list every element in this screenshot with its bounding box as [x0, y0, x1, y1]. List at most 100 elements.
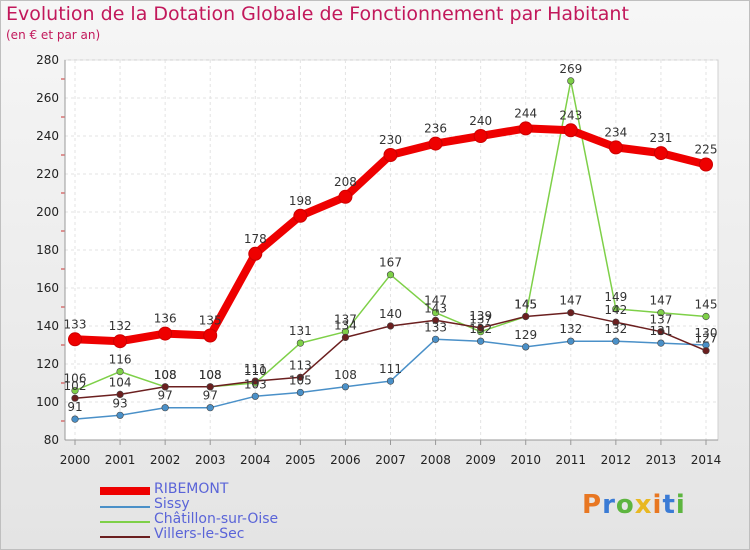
legend-swatch-villers: [100, 536, 150, 538]
data-label-0: 230: [379, 133, 402, 147]
data-label-2: 167: [379, 256, 402, 270]
data-point-2: [702, 312, 710, 321]
x-tick-label: 2000: [60, 453, 91, 467]
y-tick-label: 240: [36, 129, 59, 143]
x-tick-label: 2001: [105, 453, 136, 467]
proxiti-logo: Proxiti: [582, 490, 686, 520]
data-label-0: 231: [649, 131, 672, 145]
data-point-0: [68, 332, 82, 347]
data-label-3: 145: [514, 298, 537, 312]
data-point-2: [386, 271, 395, 279]
data-point-1: [161, 404, 169, 412]
legend-swatch-ribemont: [100, 487, 150, 495]
x-tick-label: 2003: [195, 453, 226, 467]
data-point-3: [612, 318, 620, 326]
y-tick-label: 200: [36, 205, 59, 219]
data-label-0: 243: [559, 108, 582, 122]
data-point-1: [116, 411, 124, 419]
data-point-3: [251, 377, 259, 385]
data-point-0: [653, 146, 668, 161]
x-tick-label: 2012: [601, 453, 632, 467]
x-tick-label: 2010: [510, 453, 541, 467]
data-label-1: 133: [424, 320, 447, 334]
data-point-0: [383, 148, 398, 162]
data-point-3: [657, 328, 665, 336]
data-label-3: 108: [154, 368, 177, 382]
data-label-3: 147: [559, 294, 582, 308]
data-label-3: 108: [199, 368, 222, 382]
data-label-3: 142: [604, 303, 627, 317]
data-point-0: [248, 246, 263, 261]
data-label-1: 132: [604, 322, 627, 336]
data-label-1: 132: [559, 322, 582, 336]
data-point-1: [251, 392, 259, 400]
data-point-1: [522, 343, 530, 351]
y-tick-label: 140: [36, 319, 59, 333]
data-point-1: [206, 404, 214, 412]
data-label-0: 244: [514, 106, 537, 120]
x-tick-label: 2011: [556, 453, 587, 467]
data-point-3: [567, 309, 575, 317]
y-tick-label: 100: [36, 395, 59, 409]
legend-label-villers: Villers-le-Sec: [154, 526, 245, 542]
y-tick-label: 160: [36, 281, 59, 295]
x-tick-label: 2013: [646, 453, 677, 467]
data-label-1: 93: [112, 396, 127, 410]
data-label-3: 127: [695, 332, 718, 346]
data-point-3: [431, 316, 440, 324]
data-label-2: 116: [109, 353, 132, 367]
y-tick-label: 80: [44, 433, 59, 447]
data-point-2: [431, 309, 440, 317]
legend-label-ribemont: RIBEMONT: [154, 481, 229, 497]
x-tick-label: 2006: [330, 453, 361, 467]
data-point-3: [341, 333, 350, 342]
legend-swatch-chatillon: [100, 521, 150, 523]
data-label-1: 130: [695, 326, 718, 340]
data-point-3: [477, 324, 485, 332]
data-point-2: [657, 309, 665, 317]
data-label-1: 108: [334, 368, 357, 382]
data-label-1: 97: [158, 389, 173, 403]
x-tick-label: 2007: [375, 453, 406, 467]
data-point-1: [296, 388, 304, 397]
data-label-2: 147: [424, 294, 447, 308]
data-label-2: 137: [469, 313, 492, 327]
data-label-3: 134: [334, 318, 357, 332]
data-label-2: 110: [244, 364, 267, 378]
data-label-2: 147: [649, 294, 672, 308]
data-label-2: 145: [695, 298, 718, 312]
data-point-3: [161, 383, 169, 391]
y-tick-label: 180: [36, 243, 59, 257]
y-tick-label: 220: [36, 167, 59, 181]
data-label-2: 108: [199, 368, 222, 382]
data-label-1: 132: [469, 322, 492, 336]
y-tick-label: 120: [36, 357, 59, 371]
data-point-0: [113, 334, 128, 349]
data-point-3: [116, 390, 124, 399]
data-label-1: 91: [67, 400, 82, 414]
data-point-2: [296, 339, 304, 347]
data-label-0: 136: [154, 312, 177, 326]
data-label-2: 106: [64, 372, 87, 386]
data-point-0: [563, 123, 578, 138]
data-point-1: [567, 337, 575, 345]
data-point-0: [699, 157, 713, 172]
data-point-0: [473, 129, 488, 143]
data-point-1: [477, 337, 485, 345]
data-label-1: 97: [203, 389, 218, 403]
data-point-2: [116, 368, 124, 376]
data-point-0: [203, 328, 218, 343]
data-point-1: [612, 337, 620, 345]
data-label-0: 225: [695, 143, 718, 157]
data-label-0: 198: [289, 194, 312, 208]
data-label-3: 137: [649, 313, 672, 327]
x-tick-label: 2008: [420, 453, 451, 467]
x-tick-label: 2009: [465, 453, 496, 467]
data-label-1: 111: [379, 362, 402, 376]
data-label-2: 145: [514, 298, 537, 312]
data-label-0: 240: [469, 114, 492, 128]
data-point-3: [296, 373, 304, 381]
data-point-3: [71, 394, 79, 402]
data-point-1: [657, 339, 665, 347]
